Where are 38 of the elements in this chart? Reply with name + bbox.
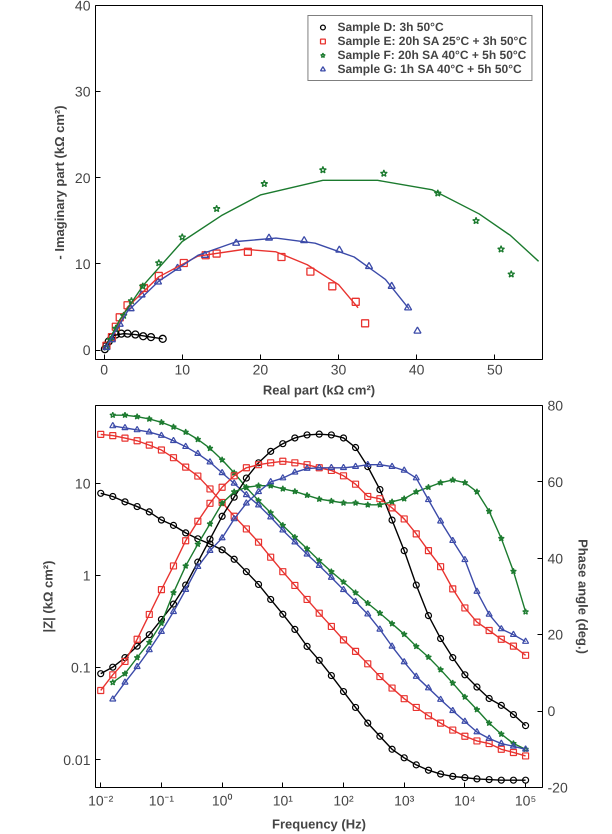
y-axis-title: |Z| (kΩ cm²) xyxy=(40,560,56,632)
x-tick-label: 10² xyxy=(333,792,354,808)
x-tick-label: 40 xyxy=(408,362,425,378)
x-tick-label: 20 xyxy=(252,362,268,378)
x-tick-label: 30 xyxy=(330,362,347,378)
x-tick-label: 10⁻² xyxy=(88,792,114,808)
y-tick-label: 40 xyxy=(74,0,91,14)
y-tick-label: 0.1 xyxy=(71,660,91,676)
x-tick-label: 10⁴ xyxy=(454,792,476,808)
x-tick-label: 10⁵ xyxy=(514,792,536,808)
y-tick-label: 0 xyxy=(82,342,91,358)
x-axis-title: Frequency (Hz) xyxy=(272,816,366,832)
x-tick-label: 10⁻¹ xyxy=(148,792,174,808)
y-tick-label: 0.01 xyxy=(63,752,91,768)
y-tick-label: 30 xyxy=(74,84,91,100)
y2-tick-label: 0 xyxy=(548,703,556,720)
y-tick-label: 1 xyxy=(82,567,91,584)
x-tick-label: 50 xyxy=(487,362,503,378)
legend-label: Sample E: 20h SA 25°C + 3h 50°C xyxy=(337,34,527,48)
y-tick-label: 10 xyxy=(74,475,91,492)
x-tick-label: 10¹ xyxy=(272,792,294,808)
y-tick-label: 20 xyxy=(74,170,91,186)
x-axis-title: Real part (kΩ cm²) xyxy=(262,382,376,398)
y2-tick-label: -20 xyxy=(548,780,568,796)
legend-label: Sample G: 1h SA 40°C + 5h 50°C xyxy=(337,62,522,76)
x-tick-label: 10 xyxy=(174,362,190,378)
x-tick-label: 10³ xyxy=(394,792,415,808)
x-tick-label: 0 xyxy=(100,362,108,378)
legend-label: Sample F: 20h SA 40°C + 5h 50°C xyxy=(337,48,526,62)
y2-axis-title: Phase angle (deg.) xyxy=(576,539,591,654)
y-axis-title: - Imaginary part (kΩ cm²) xyxy=(52,105,67,260)
x-tick-label: 10⁰ xyxy=(212,792,232,808)
y2-tick-label: 20 xyxy=(548,626,564,643)
y2-tick-label: 80 xyxy=(548,398,564,414)
y2-tick-label: 40 xyxy=(548,550,564,566)
legend-label: Sample D: 3h 50°C xyxy=(337,20,444,34)
y2-tick-label: 60 xyxy=(548,474,564,490)
y-tick-label: 10 xyxy=(74,256,91,272)
